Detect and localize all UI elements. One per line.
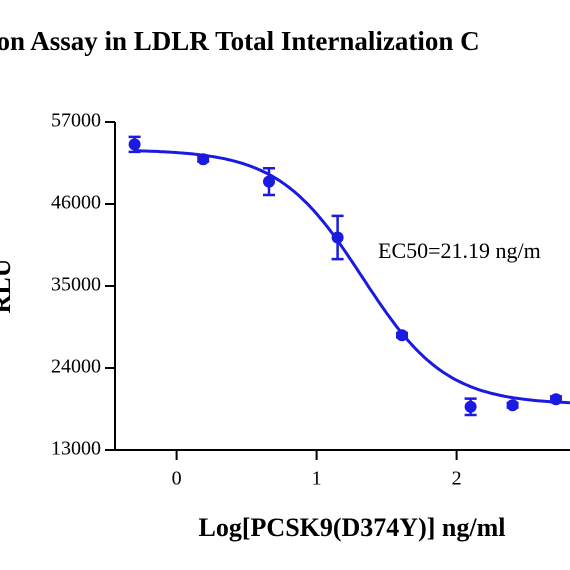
- point: [331, 231, 344, 244]
- y-tick-label: 35000: [51, 274, 101, 296]
- y-tick-label: 13000: [51, 438, 101, 460]
- fit-curve: [134, 149, 570, 405]
- y-tick-label: 46000: [51, 192, 101, 214]
- chart-title: tion Assay in LDLR Total Internalization…: [0, 26, 480, 56]
- x-axis-label: Log[PCSK9(D374Y)] ng/ml: [199, 513, 506, 542]
- point: [550, 393, 562, 406]
- point: [506, 399, 519, 412]
- x-tick-label: 2: [452, 468, 462, 490]
- x-tick-label: 0: [172, 468, 182, 490]
- point: [128, 138, 141, 151]
- x-tick-label: 1: [312, 468, 322, 490]
- y-axis-label: RLU: [0, 258, 16, 313]
- annotation: EC50=21.19 ng/m: [378, 238, 541, 263]
- point: [396, 329, 408, 342]
- point: [464, 400, 477, 413]
- point: [197, 153, 210, 166]
- y-tick-label: 24000: [51, 356, 101, 378]
- y-tick-label: 57000: [51, 110, 101, 132]
- point: [263, 175, 275, 188]
